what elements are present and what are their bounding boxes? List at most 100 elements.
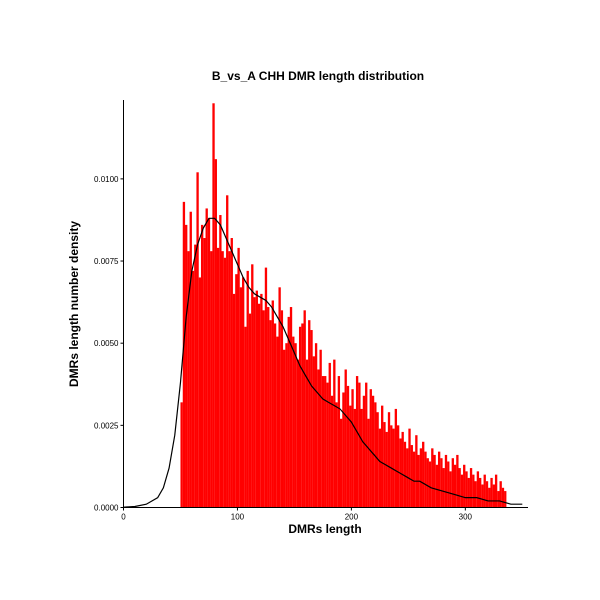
histogram-bar [185,224,188,508]
histogram-bar [194,244,197,508]
y-tick-label: 0.0050 [94,339,119,348]
histogram-bar [497,491,500,508]
histogram-bar [182,201,186,508]
histogram-bar [360,408,363,508]
histogram-bar [424,451,427,508]
histogram-bar [485,481,489,508]
histogram-bar [326,382,329,508]
x-tick-label: 100 [231,513,245,522]
histogram-bar [385,431,388,508]
histogram-bar [408,428,411,508]
x-tick-label: 300 [459,513,473,522]
histogram-bars [180,103,507,508]
histogram-bar [444,454,448,508]
histogram-bar [333,359,336,508]
histogram-bar [339,418,343,508]
histogram-bar [330,395,334,508]
histogram-bar [246,270,249,508]
histogram-bar [223,257,227,508]
histogram-bar [296,359,300,508]
x-tick-label: 200 [345,513,359,522]
histogram-bar [431,448,434,508]
histogram-bar [216,247,220,508]
histogram-bar [351,389,354,508]
histogram-bar [180,402,183,508]
histogram-bar [410,445,413,508]
histogram-bar [499,481,502,508]
histogram-bar [273,323,277,508]
histogram-bar [344,369,347,508]
histogram-bar [321,376,325,508]
histogram-bar [437,451,441,508]
histogram-bar [428,461,432,508]
histogram-bar [369,389,372,508]
histogram-bar [492,484,496,508]
histogram-bar [419,448,423,508]
histogram-bar [251,264,254,508]
histogram-bar [442,468,445,508]
density-curve [123,217,523,508]
y-axis-label: DMRs length number density [67,221,81,387]
histogram-bar [422,441,425,508]
histogram-bar [301,323,304,508]
histogram-bar [244,326,247,508]
histogram-bar [374,402,377,508]
histogram-bar [324,376,327,508]
histogram-bar [262,310,265,508]
histogram-bar [207,218,211,508]
histogram-bar [337,376,341,508]
histogram-bar [298,326,302,508]
histogram-bar [191,270,195,508]
histogram-bar [248,313,252,508]
histogram-bar [401,431,404,508]
x-tick-label: 0 [121,513,126,522]
histogram-bar [232,293,236,508]
histogram-bar [353,408,356,508]
histogram-bar [412,451,416,508]
histogram-bar [371,395,375,508]
histogram-bar [460,474,464,508]
histogram-bar [481,484,484,508]
histogram-bar [235,274,238,508]
histogram-bar [308,320,311,508]
histogram-bar [479,477,482,508]
y-tick-label: 0.0000 [94,504,119,513]
y-tick-label: 0.0025 [94,421,119,430]
histogram-bar [490,477,493,508]
histogram-bar [415,435,418,508]
histogram-bar [488,487,491,508]
histogram-bar [342,392,345,508]
histogram-bar [278,287,281,508]
histogram-bar [257,303,261,508]
histogram-bar [451,458,454,508]
histogram-bar [230,238,233,508]
histogram-bar [465,471,468,508]
histogram-bar [362,395,366,508]
histogram-bar [349,405,352,508]
histogram-bar [469,468,473,508]
histogram-bar [483,474,486,508]
histogram-bar [396,425,400,508]
histogram-bar [474,481,477,508]
histogram-bar [367,418,370,508]
histogram-bar [358,382,361,508]
histogram-bar [449,471,452,508]
histogram-bar [317,369,320,508]
histogram-bar [269,320,272,508]
histogram-bar [440,458,443,508]
histogram-bar [280,310,284,508]
histogram-bar [447,461,450,508]
histogram-bar [501,487,505,508]
histogram-bar [237,247,240,508]
histogram-bar [187,251,190,508]
histogram-bar [387,412,391,508]
histogram-bar [319,349,322,508]
y-axis-ticks: 0.0000 0.0025 0.0050 0.0075 0.0100 [94,175,124,513]
histogram-bar [219,215,222,508]
histogram-bar [239,287,243,508]
histogram-bar [285,343,288,508]
histogram-bar [335,402,338,508]
histogram-bar [403,441,407,508]
